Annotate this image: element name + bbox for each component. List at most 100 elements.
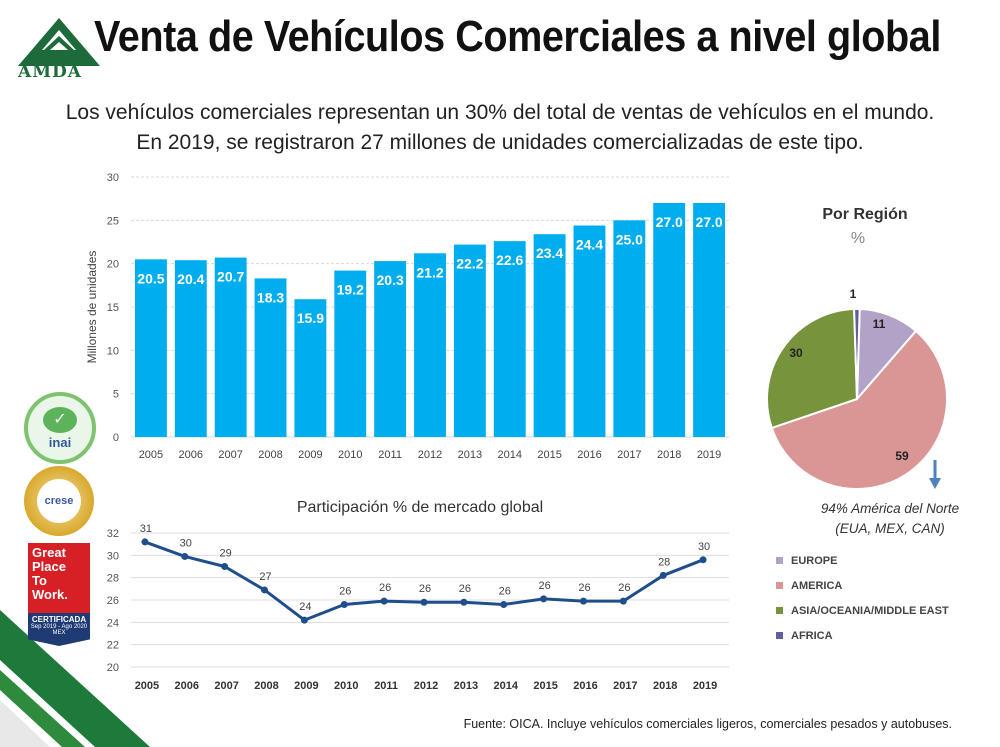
line-point — [420, 598, 428, 606]
x-tick-label: 2009 — [298, 449, 322, 461]
bar — [653, 203, 686, 437]
gptw-line-4: Work. — [32, 587, 68, 602]
x-tick-label: 2012 — [414, 680, 438, 692]
pie-slice-label: 59 — [895, 449, 909, 463]
x-tick-label: 2013 — [454, 680, 478, 692]
bar-value-label: 15.9 — [297, 310, 324, 326]
point-value-label: 29 — [220, 548, 232, 560]
line-point — [699, 556, 707, 564]
y-tick-label: 30 — [107, 550, 119, 562]
bar — [254, 278, 287, 437]
line-point — [261, 586, 269, 594]
subtitle-line-2: En 2019, se registraron 27 millones de u… — [136, 131, 864, 154]
bar — [493, 241, 526, 437]
bar-value-label: 21.2 — [416, 264, 443, 280]
pie-note-line-2: (EUA, MEX, CAN) — [835, 521, 945, 536]
inai-label: inai — [48, 434, 72, 450]
point-value-label: 26 — [379, 582, 391, 594]
bar — [294, 299, 327, 437]
bar — [374, 261, 407, 437]
line-point — [659, 571, 667, 579]
y-tick-label: 20 — [107, 662, 119, 674]
pie-slice-label: 30 — [789, 346, 803, 360]
line-point — [500, 600, 508, 608]
subtitle-line-1: Los vehículos comerciales representan un… — [65, 101, 935, 124]
x-tick-label: 2011 — [374, 680, 398, 692]
y-tick-label: 32 — [107, 528, 119, 540]
point-value-label: 26 — [578, 582, 590, 594]
pie-note-line-1: 94% América del Norte — [820, 501, 960, 516]
x-tick-label: 2006 — [179, 449, 203, 461]
x-tick-label: 2014 — [497, 449, 521, 461]
x-tick-label: 2019 — [697, 449, 721, 461]
x-tick-label: 2011 — [378, 449, 402, 461]
bar-value-label: 20.3 — [377, 272, 404, 288]
x-tick-label: 2007 — [218, 449, 242, 461]
bar — [693, 203, 726, 437]
gptw-title: Great Place To Work. — [28, 543, 90, 613]
line-point — [460, 598, 468, 606]
x-tick-label: 2019 — [693, 680, 717, 692]
legend-label: AMERICA — [791, 579, 843, 592]
bar — [453, 244, 486, 437]
legend-label: ASIA/OCEANIA/MIDDLE EAST — [791, 604, 949, 617]
down-arrow-icon — [929, 478, 941, 489]
y-tick-label: 22 — [107, 640, 119, 652]
bar-value-label: 20.4 — [177, 271, 204, 287]
pie-slice-label: 1 — [850, 287, 857, 301]
y-tick-label: 24 — [107, 617, 119, 629]
x-tick-label: 2012 — [418, 449, 442, 461]
pie-note: 94% América del Norte (EUA, MEX, CAN) — [790, 499, 990, 539]
y-tick-label: 5 — [113, 389, 119, 401]
gptw-line-2: Place — [32, 559, 66, 574]
x-tick-label: 2006 — [175, 680, 199, 692]
x-tick-label: 2017 — [613, 680, 637, 692]
legend-swatch — [776, 632, 783, 639]
legend-swatch — [776, 557, 783, 564]
y-tick-label: 15 — [107, 302, 119, 314]
legend-item: EUROPE — [776, 548, 949, 573]
bar-value-label: 27.0 — [656, 214, 683, 230]
bar-value-label: 27.0 — [695, 214, 722, 230]
y-tick-label: 28 — [107, 573, 119, 585]
bar — [613, 220, 646, 437]
pie-slice-label: 11 — [873, 317, 886, 331]
pie-unit: % — [850, 230, 866, 247]
legend-swatch — [776, 582, 783, 589]
line-point — [181, 552, 189, 560]
bar-value-label: 20.5 — [137, 270, 164, 286]
line-point — [579, 597, 587, 605]
y-tick-label: 10 — [107, 345, 119, 357]
line-point — [540, 595, 548, 603]
bar-value-label: 22.6 — [496, 252, 523, 268]
x-tick-label: 2018 — [653, 680, 677, 692]
check-icon: ✓ — [43, 406, 77, 433]
point-value-label: 26 — [339, 585, 351, 597]
gptw-line-1: Great — [32, 545, 66, 560]
y-tick-label: 25 — [107, 215, 119, 227]
pie-slice — [853, 307, 861, 400]
line-point — [619, 597, 627, 605]
great-place-to-work-badge: Great Place To Work. CERTIFICADA Sep 201… — [28, 543, 90, 646]
x-tick-label: 2017 — [617, 449, 641, 461]
point-value-label: 26 — [499, 585, 511, 597]
bar — [573, 225, 606, 437]
crese-badge: crese — [24, 466, 94, 536]
line-point — [141, 538, 149, 546]
logo-text: AMDA — [18, 62, 82, 82]
gptw-country: MEX — [52, 630, 66, 636]
x-tick-label: 2016 — [573, 680, 597, 692]
bar — [134, 259, 167, 437]
pie-legend: EUROPE AMERICA ASIA/OCEANIA/MIDDLE EAST AFR… — [776, 548, 949, 648]
point-value-label: 26 — [618, 582, 630, 594]
pie-slice — [766, 308, 859, 430]
point-value-label: 30 — [180, 537, 192, 549]
x-tick-label: 2008 — [258, 449, 282, 461]
pie-title: Por Región — [822, 206, 908, 223]
legend-item: AFRICA — [776, 623, 949, 648]
bar-value-label: 24.4 — [576, 237, 603, 253]
bar — [533, 234, 566, 437]
